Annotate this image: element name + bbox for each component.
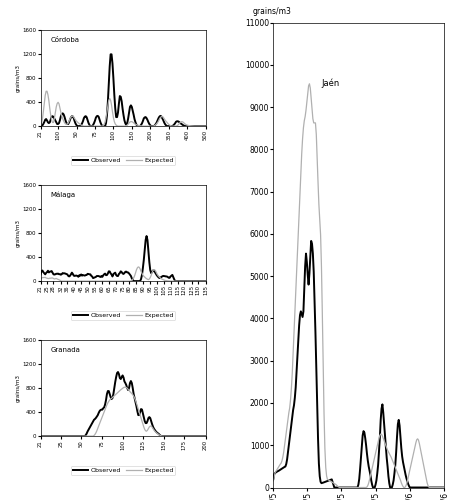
Text: Córdoba: Córdoba <box>51 36 79 43</box>
Legend: Observed, Expected: Observed, Expected <box>71 466 175 475</box>
Legend: Observed, Expected: Observed, Expected <box>71 311 175 320</box>
Y-axis label: grains/m3: grains/m3 <box>16 64 21 92</box>
Text: Málaga: Málaga <box>51 192 76 198</box>
Text: Granada: Granada <box>51 346 80 352</box>
Text: grains/m3: grains/m3 <box>253 6 292 16</box>
Text: Jaén: Jaén <box>321 78 340 88</box>
Y-axis label: grains/m3: grains/m3 <box>16 374 21 402</box>
Legend: Observed, Expected: Observed, Expected <box>71 156 175 166</box>
Y-axis label: grains/m3: grains/m3 <box>16 219 21 247</box>
